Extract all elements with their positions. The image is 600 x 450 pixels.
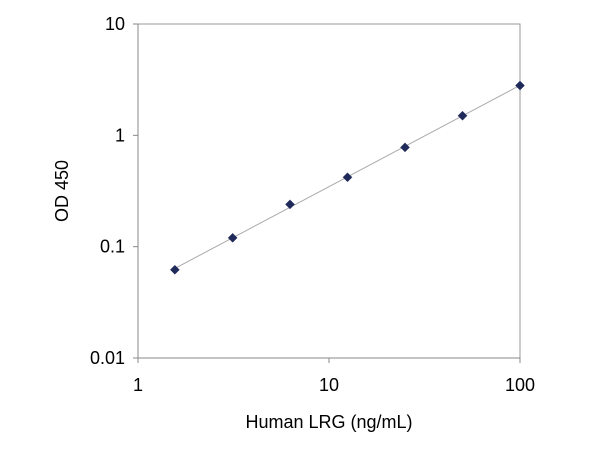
data-point: [457, 110, 468, 121]
x-tick-label: 10: [319, 375, 339, 395]
data-point: [285, 199, 295, 210]
data-point: [400, 142, 410, 153]
y-ticks: 0.01 0.1 1 10: [90, 14, 138, 368]
data-point: [170, 264, 180, 275]
x-ticks: 1 10 100: [133, 358, 535, 395]
data-point: [342, 172, 353, 183]
data-point: [227, 232, 238, 243]
x-tick-label: 1: [133, 375, 143, 395]
y-tick-label: 1: [115, 125, 125, 145]
plot-area-border: [137, 23, 521, 359]
x-axis-title: Human LRG (ng/mL): [245, 412, 412, 432]
y-tick-label: 10: [105, 14, 125, 34]
y-axis-title: OD 450: [52, 160, 72, 222]
data-point: [515, 80, 525, 91]
x-tick-label: 100: [505, 375, 535, 395]
data-points: [170, 80, 525, 275]
y-tick-label: 0.01: [90, 348, 125, 368]
y-tick-label: 0.1: [100, 237, 125, 257]
